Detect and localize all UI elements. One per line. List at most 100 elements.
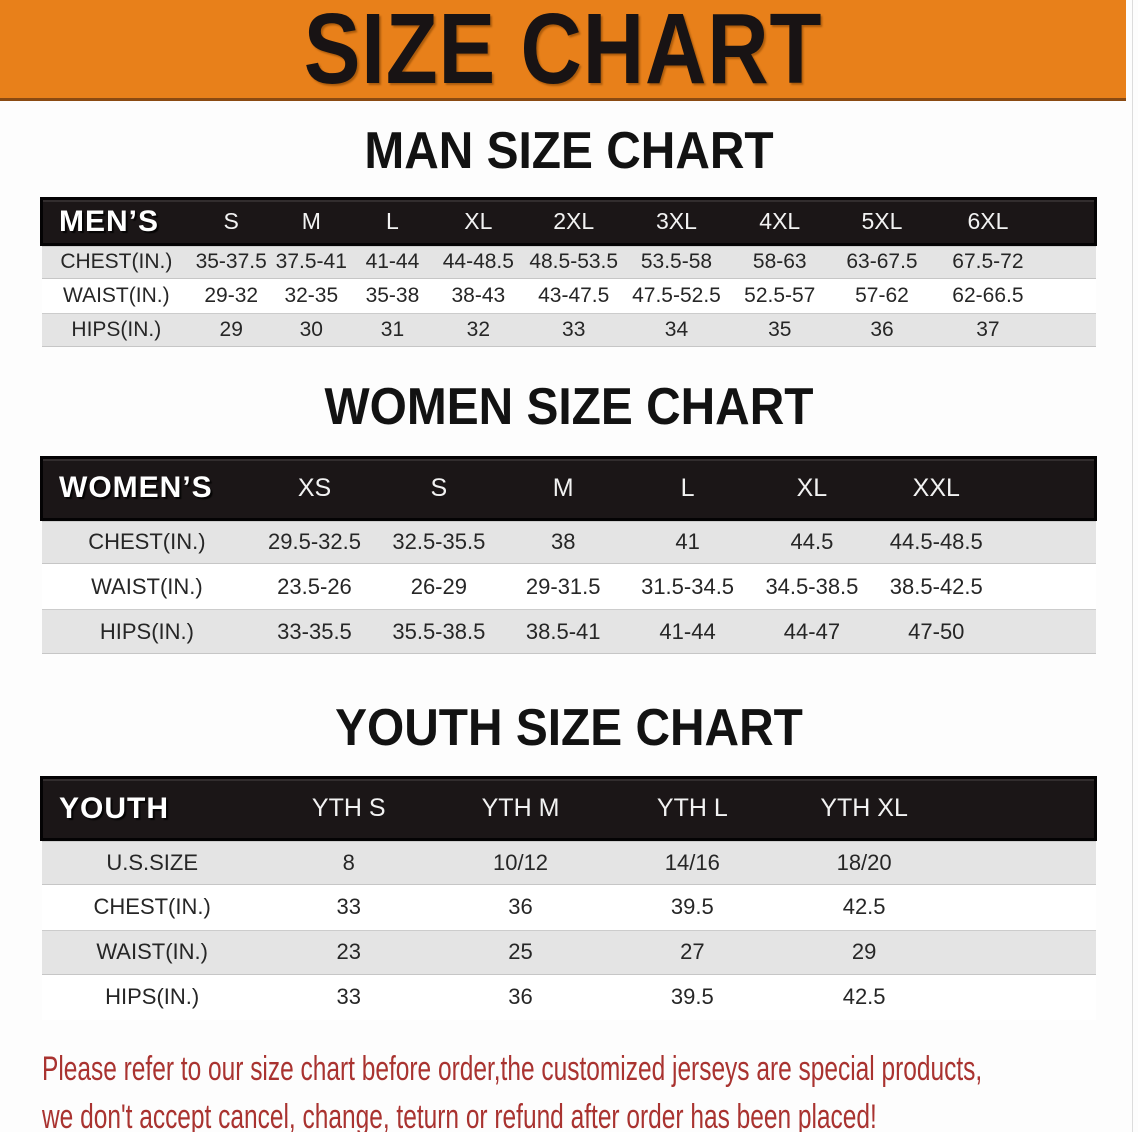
size-cell: 44.5 — [749, 519, 875, 564]
table-header-row: WOMEN’S XS S M L XL XXL — [40, 455, 1098, 521]
size-cell: 44.5-48.5 — [874, 519, 999, 564]
size-cell: 63-67.5 — [830, 244, 934, 279]
size-cell: 52.5-57 — [728, 278, 831, 313]
size-cell: 26-29 — [376, 564, 502, 609]
row-label: WAIST(IN.) — [41, 929, 263, 975]
column-header: 4XL — [728, 197, 831, 246]
spacer-cell — [1042, 278, 1096, 313]
order-notice: Please refer to our size chart before or… — [42, 1045, 1138, 1132]
row-label: U.S.SIZE — [41, 839, 263, 885]
mens-size-table: MEN’S S M L XL 2XL 3XL 4XL 5XL 6XL CHEST… — [40, 197, 1097, 347]
row-label: HIPS(IN.) — [41, 312, 192, 347]
section-heading-man: MAN SIZE CHART — [364, 122, 774, 180]
column-header: L — [351, 197, 434, 246]
size-cell: 33 — [262, 884, 435, 930]
size-cell: 36 — [830, 312, 934, 347]
table-row: WAIST(IN.) 23 25 27 29 — [41, 929, 1096, 975]
table-row: WAIST(IN.) 29-32 32-35 35-38 38-43 43-47… — [41, 278, 1096, 313]
size-cell: 48.5-53.5 — [523, 244, 625, 279]
size-cell: 38-43 — [433, 278, 524, 313]
size-cell: 18/20 — [778, 839, 951, 885]
size-cell: 34 — [624, 312, 729, 347]
column-header: 3XL — [624, 197, 729, 246]
row-label: HIPS(IN.) — [41, 974, 263, 1020]
spacer-cell — [998, 609, 1096, 654]
size-cell: 33 — [262, 974, 435, 1020]
size-cell: 42.5 — [778, 884, 951, 930]
table-row: HIPS(IN.) 33-35.5 35.5-38.5 38.5-41 41-4… — [41, 609, 1096, 654]
size-cell: 35.5-38.5 — [376, 609, 502, 654]
section-heading-women: WOMEN SIZE CHART — [324, 377, 814, 436]
section-heading-youth: YOUTH SIZE CHART — [335, 699, 803, 757]
size-cell: 39.5 — [606, 884, 779, 930]
spacer-cell — [950, 776, 1098, 841]
size-cell: 38 — [501, 519, 626, 564]
size-cell: 67.5-72 — [933, 244, 1043, 279]
size-cell: 44-47 — [749, 609, 875, 654]
size-cell: 58-63 — [728, 244, 831, 279]
spacer-cell — [998, 455, 1098, 521]
table-row: CHEST(IN.) 35-37.5 37.5-41 41-44 44-48.5… — [41, 244, 1096, 279]
size-cell: 41-44 — [625, 609, 750, 654]
page-edge-line — [1132, 0, 1133, 1132]
size-cell: 29.5-32.5 — [252, 519, 377, 564]
column-header: M — [271, 197, 352, 246]
column-header: 2XL — [523, 197, 625, 246]
column-header: L — [625, 455, 750, 521]
table-header-row: YOUTH YTH S YTH M YTH L YTH XL — [39, 776, 1098, 841]
column-header: M — [501, 455, 626, 521]
size-cell: 23 — [262, 929, 435, 975]
size-cell: 53.5-58 — [624, 244, 729, 279]
spacer-cell — [950, 839, 1096, 885]
size-cell: 29-31.5 — [501, 564, 626, 609]
size-cell: 37 — [933, 312, 1043, 347]
column-header: XXL — [874, 455, 999, 521]
row-label: WAIST(IN.) — [41, 278, 192, 313]
size-cell: 10/12 — [434, 839, 607, 885]
size-cell: 32-35 — [271, 278, 352, 313]
column-header: 5XL — [830, 197, 934, 246]
size-cell: 35-38 — [351, 278, 434, 313]
size-cell: 29 — [191, 312, 272, 347]
spacer-cell — [1042, 197, 1097, 246]
size-cell: 31 — [351, 312, 434, 347]
table-row: HIPS(IN.) 33 36 39.5 42.5 — [41, 974, 1096, 1020]
table-row: CHEST(IN.) 33 36 39.5 42.5 — [41, 884, 1096, 930]
row-label: WAIST(IN.) — [41, 564, 253, 609]
spacer-cell — [998, 519, 1096, 564]
order-notice-line-1: Please refer to our size chart before or… — [42, 1049, 983, 1088]
size-cell: 44-48.5 — [433, 244, 524, 279]
size-cell: 39.5 — [606, 974, 779, 1020]
size-cell: 35-37.5 — [191, 244, 272, 279]
column-header: YTH S — [262, 776, 435, 841]
row-label: CHEST(IN.) — [41, 884, 263, 930]
row-label: HIPS(IN.) — [41, 609, 253, 654]
order-notice-line-2: we don't accept cancel, change, teturn o… — [42, 1097, 877, 1132]
size-cell: 36 — [434, 884, 607, 930]
table-row: WAIST(IN.) 23.5-26 26-29 29-31.5 31.5-34… — [41, 564, 1096, 609]
size-cell: 36 — [434, 974, 607, 1020]
size-cell: 47.5-52.5 — [624, 278, 729, 313]
size-cell: 23.5-26 — [252, 564, 377, 609]
table-group-label: WOMEN’S — [40, 455, 253, 521]
banner-title: SIZE CHART — [303, 0, 823, 105]
size-cell: 32 — [433, 312, 524, 347]
womens-size-table: WOMEN’S XS S M L XL XXL CHEST(IN.) 29.5-… — [40, 455, 1098, 654]
table-row: HIPS(IN.) 29 30 31 32 33 34 35 36 37 — [41, 312, 1096, 347]
table-group-label: YOUTH — [39, 776, 263, 841]
size-cell: 29 — [778, 929, 951, 975]
size-cell: 34.5-38.5 — [749, 564, 875, 609]
size-cell: 33-35.5 — [252, 609, 377, 654]
size-cell: 35 — [728, 312, 831, 347]
size-cell: 25 — [434, 929, 607, 975]
spacer-cell — [950, 884, 1096, 930]
table-group-label: MEN’S — [40, 197, 192, 246]
spacer-cell — [1042, 244, 1096, 279]
spacer-cell — [950, 974, 1096, 1020]
size-cell: 41 — [625, 519, 750, 564]
column-header: XL — [433, 197, 524, 246]
column-header: YTH XL — [778, 776, 951, 841]
column-header: YTH M — [434, 776, 607, 841]
size-cell: 27 — [606, 929, 779, 975]
table-row: U.S.SIZE 8 10/12 14/16 18/20 — [41, 839, 1096, 885]
